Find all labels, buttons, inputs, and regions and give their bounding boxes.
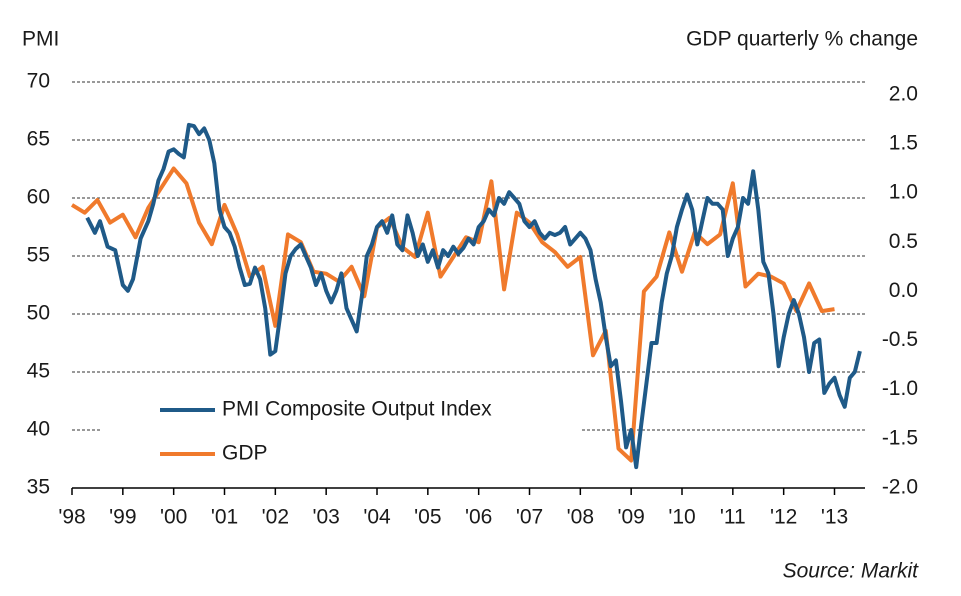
y-tick-label: 65	[27, 128, 50, 151]
y2-tick-label: -2.0	[882, 476, 918, 499]
x-tick-label: '05	[414, 506, 441, 529]
y2-tick-label: 0.5	[889, 230, 918, 253]
y2-axis-title: GDP quarterly % change	[686, 28, 918, 51]
y-tick-label: 40	[27, 418, 50, 441]
y-tick-label: 70	[27, 70, 50, 93]
source-note: Source: Markit	[783, 560, 920, 583]
x-tick-label: '01	[211, 506, 238, 529]
legend-box	[100, 392, 580, 472]
series-line	[85, 122, 862, 470]
legend-label: PMI Composite Output Index	[222, 398, 492, 421]
x-tick-label: '99	[109, 506, 136, 529]
y2-tick-label: 1.5	[889, 131, 918, 154]
y2-tick-label: 0.0	[889, 279, 918, 302]
x-tick-label: '02	[262, 506, 289, 529]
x-tick-label: '00	[160, 506, 187, 529]
y2-tick-label: -1.0	[882, 377, 918, 400]
x-tick-label: '07	[516, 506, 543, 529]
legend-label: GDP	[222, 442, 268, 465]
x-tick-label: '98	[58, 506, 85, 529]
y-tick-label: 45	[27, 360, 50, 383]
y-tick-label: 50	[27, 302, 50, 325]
x-tick-label: '04	[363, 506, 391, 529]
x-tick-label: '12	[770, 506, 797, 529]
x-tick-label: '08	[567, 506, 594, 529]
y-tick-label: 35	[27, 476, 50, 499]
x-tick-label: '10	[668, 506, 695, 529]
y-tick-label: 55	[27, 244, 50, 267]
x-tick-label: '03	[312, 506, 339, 529]
y2-tick-label: 1.0	[889, 181, 918, 204]
x-tick-label: '06	[465, 506, 492, 529]
x-tick-label: '13	[821, 506, 848, 529]
y2-tick-label: -0.5	[882, 328, 918, 351]
y-tick-label: 60	[27, 186, 50, 209]
y-axis-title: PMI	[22, 28, 59, 51]
x-tick-label: '09	[617, 506, 644, 529]
y2-tick-label: 2.0	[889, 82, 918, 105]
y2-tick-label: -1.5	[882, 426, 918, 449]
series-line	[70, 166, 835, 463]
x-tick-label: '11	[720, 506, 746, 529]
